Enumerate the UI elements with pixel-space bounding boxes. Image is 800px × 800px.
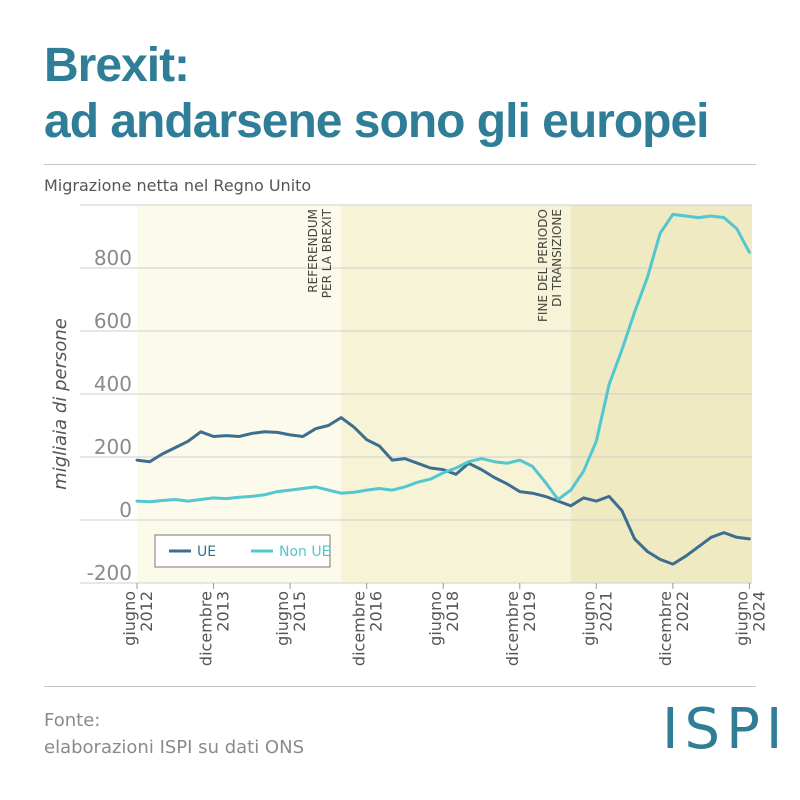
source-note: Fonte: elaborazioni ISPI su dati ONS xyxy=(44,707,304,761)
x-tick-label: dicembre2016 xyxy=(350,591,386,666)
source-text: elaborazioni ISPI su dati ONS xyxy=(44,737,304,758)
x-tick-label: giugno2018 xyxy=(426,591,462,646)
line-chart: -200 0 200 400 600 800 migliaia di persone REFE… xyxy=(50,204,768,666)
title-line-2: ad andarsene sono gli europei xyxy=(44,95,709,148)
chart-title: Brexit: ad andarsene sono gli europei xyxy=(44,38,709,150)
legend-label-non-ue: Non UE xyxy=(279,544,330,560)
event-annotation-1: REFERENDUMPER LA BREXIT xyxy=(306,208,334,298)
y-tick-label: 800 xyxy=(94,246,132,270)
y-tick-label: 200 xyxy=(94,435,132,459)
series-line-non-ue xyxy=(135,212,751,504)
x-tick-label: dicembre2019 xyxy=(503,591,539,666)
x-tick-label: giugno2015 xyxy=(273,591,309,646)
y-tick-label: 400 xyxy=(94,372,132,396)
top-divider xyxy=(44,164,756,165)
ispi-logo: ISPI xyxy=(662,697,789,762)
series-line-ue xyxy=(135,416,751,566)
y-tick-label: 600 xyxy=(94,309,132,333)
x-tick-label: giugno2012 xyxy=(120,591,156,646)
x-tick-label: giugno2021 xyxy=(579,591,615,646)
y-axis-label: migliaia di persone xyxy=(50,318,71,490)
title-line-1: Brexit: xyxy=(44,39,190,92)
x-tick-label: dicembre2013 xyxy=(197,591,233,666)
event-annotation-2: FINE DEL PERIODODI TRANSIZIONE xyxy=(536,209,564,322)
source-label: Fonte: xyxy=(44,710,101,731)
bottom-divider xyxy=(44,686,756,687)
legend-label-ue: UE xyxy=(197,544,216,560)
y-tick-label: -200 xyxy=(87,561,132,585)
x-tick-label: giugno2024 xyxy=(732,591,768,646)
chart-subtitle: Migrazione netta nel Regno Unito xyxy=(44,176,312,195)
x-tick-label: dicembre2022 xyxy=(656,591,692,666)
y-tick-label: 0 xyxy=(119,498,132,522)
